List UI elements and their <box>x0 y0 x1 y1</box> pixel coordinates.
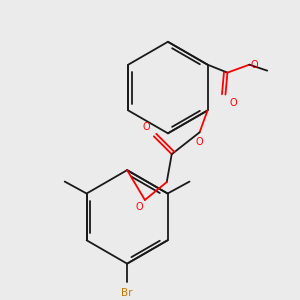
Text: O: O <box>135 202 143 212</box>
Text: O: O <box>230 98 237 109</box>
Text: Br: Br <box>122 287 133 298</box>
Text: O: O <box>142 122 150 132</box>
Text: O: O <box>250 60 258 70</box>
Text: O: O <box>196 137 203 147</box>
